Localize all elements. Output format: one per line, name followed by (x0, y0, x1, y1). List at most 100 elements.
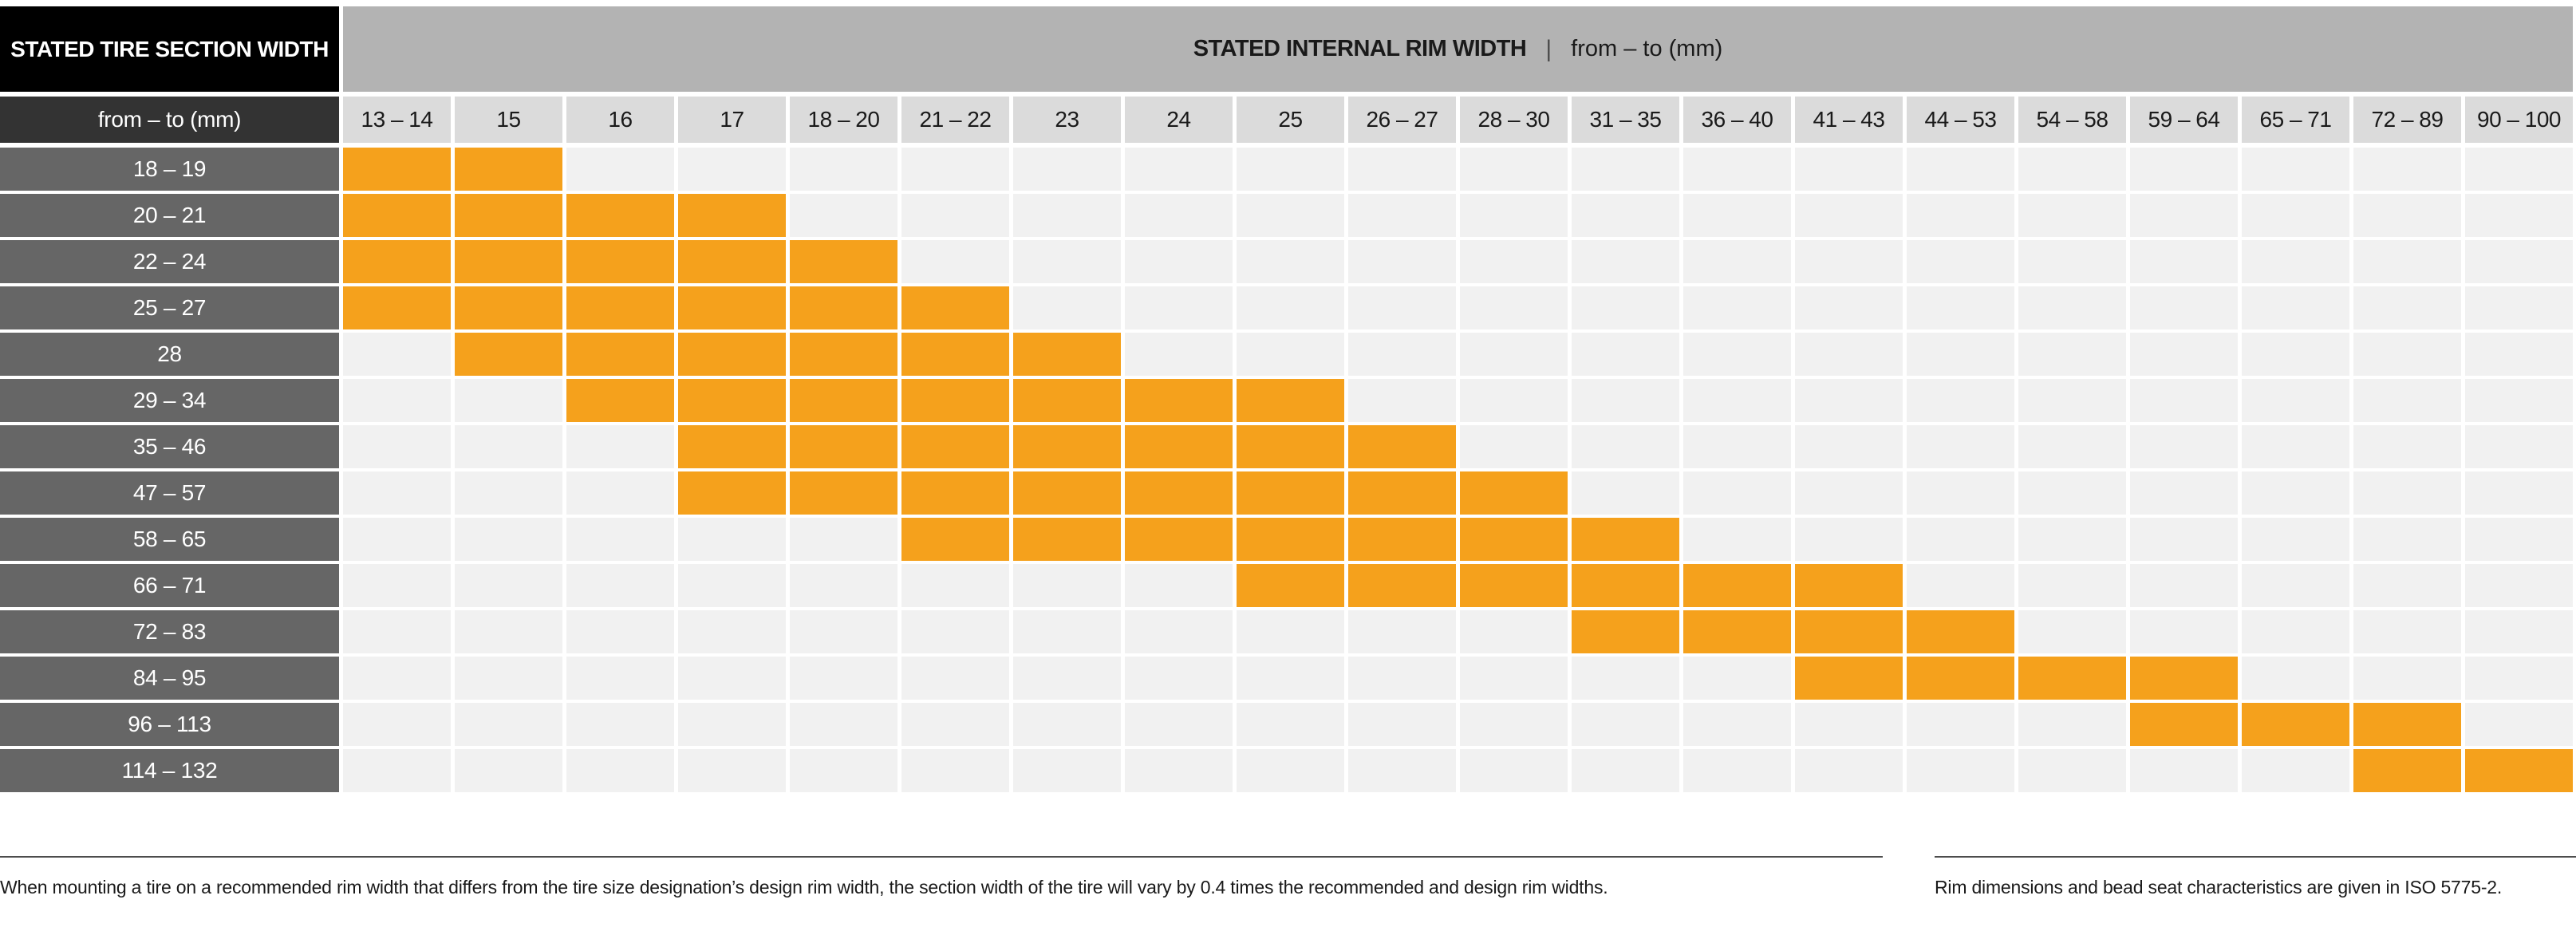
matrix-cell (1795, 425, 1903, 468)
matrix-cell-marked (1013, 518, 1121, 561)
matrix-cell-marked (566, 194, 674, 237)
matrix-cell (678, 749, 786, 792)
matrix-cell (1683, 657, 1791, 700)
column-header: 54 – 58 (2018, 97, 2126, 143)
matrix-cell (1907, 749, 2014, 792)
matrix-cell (566, 610, 674, 653)
matrix-cell (2018, 471, 2126, 515)
matrix-cell (2465, 286, 2573, 329)
matrix-cell-marked (1572, 564, 1679, 607)
matrix-cell-marked (1460, 564, 1568, 607)
column-header: 15 (455, 97, 562, 143)
matrix-cell-marked (2465, 749, 2573, 792)
row-label: 29 – 34 (0, 379, 339, 422)
matrix-cell-marked (1348, 518, 1456, 561)
matrix-cell-marked (566, 240, 674, 283)
matrix-cell (343, 703, 451, 746)
matrix-cell (1013, 286, 1121, 329)
matrix-cell-marked (678, 471, 786, 515)
column-header: 59 – 64 (2130, 97, 2238, 143)
matrix-cell (2130, 240, 2238, 283)
matrix-cell-marked (343, 194, 451, 237)
matrix-cell (566, 518, 674, 561)
column-header: 28 – 30 (1460, 97, 1568, 143)
matrix-cell-marked (790, 286, 897, 329)
matrix-cell (2242, 333, 2349, 376)
matrix-cell (1125, 564, 1233, 607)
matrix-cell (343, 333, 451, 376)
matrix-cell-marked (678, 425, 786, 468)
column-header: 25 (1237, 97, 1344, 143)
matrix-cell (1683, 749, 1791, 792)
matrix-cell (566, 471, 674, 515)
matrix-cell (455, 564, 562, 607)
matrix-cell (455, 379, 562, 422)
matrix-cell (901, 703, 1009, 746)
matrix-cell (1237, 657, 1344, 700)
column-header: 17 (678, 97, 786, 143)
matrix-cell-marked (901, 333, 1009, 376)
footnotes: When mounting a tire on a recommended ri… (0, 856, 2576, 898)
matrix-cell-marked (566, 333, 674, 376)
matrix-cell (1125, 333, 1233, 376)
row-label: 84 – 95 (0, 657, 339, 700)
matrix-cell (2242, 194, 2349, 237)
matrix-cell (2465, 657, 2573, 700)
matrix-cell-marked (455, 286, 562, 329)
matrix-cell (2353, 657, 2461, 700)
matrix-cell (2465, 610, 2573, 653)
matrix-cell (566, 425, 674, 468)
matrix-cell (1237, 240, 1344, 283)
matrix-cell (2130, 471, 2238, 515)
matrix-cell (1572, 148, 1679, 191)
matrix-cell (678, 564, 786, 607)
matrix-cell (1348, 703, 1456, 746)
footnote-mounting: When mounting a tire on a recommended ri… (0, 856, 1883, 898)
matrix-cell (2018, 518, 2126, 561)
matrix-cell (2353, 286, 2461, 329)
matrix-cell (1683, 471, 1791, 515)
matrix-cell (1907, 240, 2014, 283)
matrix-cell (2242, 471, 2349, 515)
matrix-cell (1795, 333, 1903, 376)
matrix-cell (1348, 379, 1456, 422)
matrix-cell (901, 148, 1009, 191)
matrix-cell (343, 610, 451, 653)
matrix-cell (678, 148, 786, 191)
matrix-cell (901, 749, 1009, 792)
row-label: 25 – 27 (0, 286, 339, 329)
matrix-cell (2353, 425, 2461, 468)
matrix-cell (1460, 657, 1568, 700)
matrix-cell (1460, 610, 1568, 653)
column-header-row: from – to (mm) 13 – 14 15 16 17 18 – 20 21 – … (0, 97, 2573, 143)
internal-rim-width-header: STATED INTERNAL RIM WIDTH | from – to (m… (343, 6, 2573, 92)
matrix-cell (455, 749, 562, 792)
matrix-cell (1237, 333, 1344, 376)
matrix-cell (2130, 518, 2238, 561)
matrix-cell (1348, 286, 1456, 329)
matrix-cell (2353, 333, 2461, 376)
matrix-cell (1572, 703, 1679, 746)
matrix-cell (1460, 148, 1568, 191)
matrix-cell (1125, 148, 1233, 191)
matrix-cell-marked (1237, 379, 1344, 422)
matrix-cell-marked (343, 286, 451, 329)
matrix-cell (1237, 703, 1344, 746)
matrix-cell-marked (566, 379, 674, 422)
table-header-band: STATED TIRE SECTION WIDTH STATED INTERNA… (0, 6, 2573, 92)
matrix-cell (1795, 379, 1903, 422)
matrix-cell (1795, 471, 1903, 515)
matrix-cell (1795, 703, 1903, 746)
row-label: 18 – 19 (0, 148, 339, 191)
matrix-cell-marked (1013, 333, 1121, 376)
matrix-cell (2353, 240, 2461, 283)
compatibility-matrix: 18 – 19 20 – 21 22 – 24 25 – 27 28 29 – 34 35 … (0, 148, 2573, 792)
matrix-cell (1348, 333, 1456, 376)
matrix-cell (2353, 379, 2461, 422)
column-header: 24 (1125, 97, 1233, 143)
matrix-cell (790, 657, 897, 700)
matrix-cell (790, 749, 897, 792)
matrix-cell (2465, 333, 2573, 376)
matrix-cell (455, 425, 562, 468)
matrix-cell-marked (1683, 564, 1791, 607)
